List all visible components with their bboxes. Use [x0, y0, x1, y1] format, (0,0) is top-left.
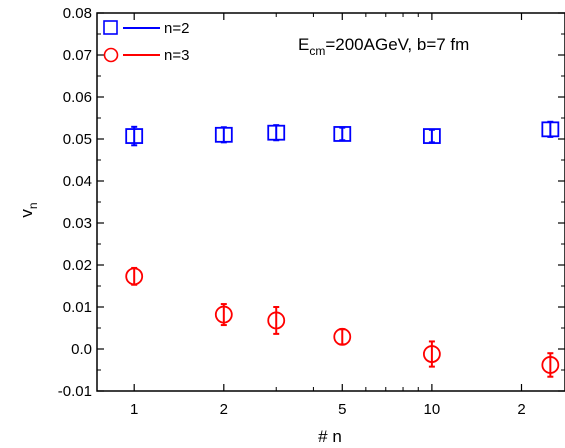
- square-marker: [125, 128, 144, 144]
- y-tick-label: 0.03: [63, 215, 92, 232]
- y-tick-label: 0.08: [63, 5, 92, 22]
- square-marker: [541, 121, 560, 138]
- data-point-n3: [125, 266, 144, 286]
- square-marker: [267, 124, 286, 141]
- annotation-post: =200AGeV, b=7 fm: [325, 35, 469, 54]
- y-tick-label: 0.0: [71, 341, 92, 358]
- y-tick-label: 0.05: [63, 131, 92, 148]
- data-point-n2: [214, 126, 233, 144]
- legend-label-n3: n=3: [164, 47, 189, 64]
- plot-area: [125, 120, 560, 378]
- data-point-n3: [267, 306, 286, 335]
- plot-frame: [96, 12, 565, 392]
- data-point-n2: [422, 128, 441, 144]
- data-point-n3: [422, 340, 441, 368]
- energy-annotation: Ecm=200AGeV, b=7 fm: [298, 35, 469, 58]
- y-tick-label: 0.02: [63, 257, 92, 274]
- x-ticks: 1 2 5 10 2: [130, 13, 526, 418]
- square-marker: [333, 126, 352, 142]
- y-ticks: -0.01 0.0 0.01 0.02 0.03 0.04 0.05 0.06 0.07 0.08: [58, 5, 565, 400]
- y-tick-label: 0.07: [63, 47, 92, 64]
- legend: n=2 n=3: [103, 20, 189, 64]
- legend-label-n2: n=2: [164, 20, 189, 37]
- y-tick-label: 0.04: [63, 173, 92, 190]
- data-point-n2: [267, 124, 286, 142]
- y-axis-title-sub: n: [26, 202, 40, 209]
- circle-marker: [541, 356, 560, 374]
- data-point-n3: [333, 327, 352, 346]
- x-axis-title: # n: [318, 427, 342, 446]
- y-tick-label: -0.01: [58, 383, 92, 400]
- y-axis-title-base: v: [17, 209, 36, 218]
- data-point-n3: [214, 303, 233, 327]
- circle-marker: [333, 327, 352, 346]
- circle-marker: [422, 345, 441, 363]
- data-point-n2: [333, 126, 352, 142]
- square-marker: [214, 126, 233, 143]
- y-tick-label: 0.06: [63, 89, 92, 106]
- circle-marker: [125, 267, 144, 286]
- legend-marker-n3: [103, 47, 119, 63]
- data-point-n2: [541, 120, 560, 138]
- data-marks: [125, 120, 560, 378]
- circle-marker: [267, 311, 286, 330]
- circle-marker: [214, 305, 233, 324]
- y-axis-title: vn: [17, 202, 40, 217]
- annotation-sub: cm: [309, 44, 325, 58]
- x-tick-label: 2: [517, 401, 525, 418]
- x-tick-label: 5: [338, 401, 346, 418]
- legend-marker-n2: [103, 20, 118, 35]
- y-tick-label: 0.01: [63, 299, 92, 316]
- data-point-n2: [125, 125, 144, 147]
- x-tick-label: 10: [424, 401, 441, 418]
- data-point-n3: [541, 352, 560, 378]
- square-marker: [422, 128, 441, 144]
- x-tick-label: 2: [220, 401, 228, 418]
- x-tick-label: 1: [130, 401, 138, 418]
- annotation-pre: E: [298, 35, 309, 54]
